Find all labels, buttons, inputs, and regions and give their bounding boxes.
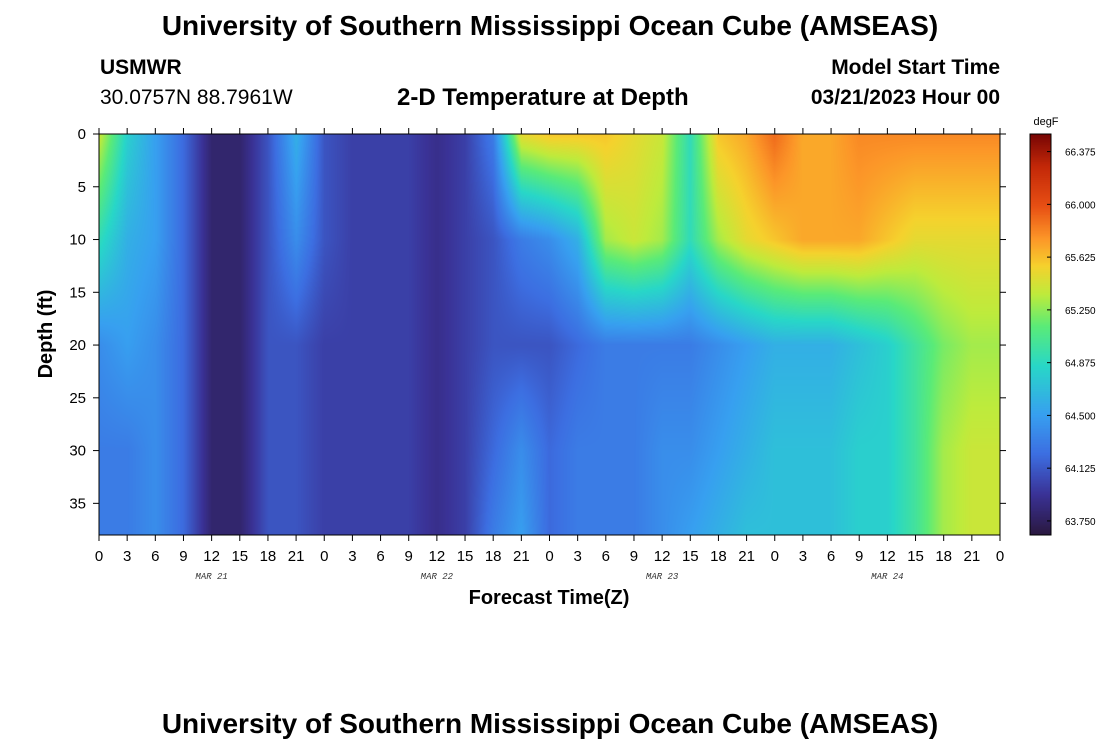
x-tick-label: 3 (799, 548, 807, 565)
x-tick-label: 6 (151, 548, 159, 565)
colorbar-tick-label: 66.375 (1065, 148, 1096, 159)
y-tick-label: 20 (69, 337, 86, 354)
x-tick-label: 18 (935, 548, 952, 565)
footer-title: University of Southern Mississippi Ocean… (161, 708, 939, 739)
x-tick-label: 15 (907, 548, 924, 565)
x-tick-label: 9 (179, 548, 187, 565)
x-axis-title: Forecast Time(Z) (469, 587, 630, 609)
x-tick-label: 15 (457, 548, 474, 565)
colorbar-tick-label: 66.000 (1065, 200, 1096, 211)
colorbar-tick-label: 64.125 (1065, 464, 1096, 475)
x-tick-label: 12 (203, 548, 220, 565)
x-tick-label: 0 (95, 548, 103, 565)
date-label: MAR 24 (871, 572, 903, 582)
colorbar-unit: degF (1033, 116, 1058, 128)
x-tick-label: 3 (123, 548, 131, 565)
x-tick-label: 18 (485, 548, 502, 565)
x-tick-label: 0 (996, 548, 1004, 565)
x-tick-label: 12 (429, 548, 446, 565)
x-tick-label: 18 (710, 548, 727, 565)
x-tick-label: 15 (682, 548, 699, 565)
model-start-time: 03/21/2023 Hour 00 (810, 86, 1000, 109)
x-tick-label: 6 (376, 548, 384, 565)
x-tick-label: 12 (879, 548, 896, 565)
x-tick-label: 21 (738, 548, 755, 565)
main-title: University of Southern Mississippi Ocean… (161, 10, 939, 41)
colorbar-frame (1029, 133, 1052, 536)
x-tick-label: 6 (602, 548, 610, 565)
date-label: MAR 21 (195, 572, 227, 582)
x-tick-label: 21 (964, 548, 981, 565)
x-tick-label: 9 (855, 548, 863, 565)
station-coords: 30.0757N 88.7961W (100, 86, 293, 109)
date-label: MAR 22 (421, 572, 454, 582)
y-tick-label: 30 (69, 443, 86, 460)
x-tick-label: 21 (513, 548, 530, 565)
x-tick-label: 9 (405, 548, 413, 565)
x-tick-label: 0 (545, 548, 553, 565)
x-tick-label: 21 (288, 548, 305, 565)
y-tick-label: 15 (69, 284, 86, 301)
x-tick-label: 3 (573, 548, 581, 565)
x-tick-label: 12 (654, 548, 671, 565)
colorbar-tick-label: 65.625 (1065, 253, 1096, 264)
y-tick-label: 35 (69, 495, 86, 512)
y-tick-label: 10 (69, 232, 86, 249)
chart-subtitle: 2-D Temperature at Depth (397, 84, 689, 111)
colorbar-tick-label: 64.875 (1065, 359, 1096, 370)
model-start-label: Model Start Time (831, 56, 1000, 79)
x-tick-label: 0 (320, 548, 328, 565)
colorbar-tick-label: 63.750 (1065, 517, 1096, 528)
colorbar-tick-label: 64.500 (1065, 411, 1096, 422)
colorbar-gradient (1030, 134, 1051, 535)
colorbar-tick-label: 65.250 (1065, 306, 1096, 317)
x-tick-label: 3 (348, 548, 356, 565)
x-tick-label: 15 (231, 548, 248, 565)
y-tick-label: 5 (78, 179, 86, 196)
x-tick-label: 18 (260, 548, 277, 565)
station-id: USMWR (100, 56, 182, 79)
plot-frame (98, 133, 1001, 536)
temperature-heatmap (99, 134, 1000, 535)
x-tick-label: 0 (771, 548, 779, 565)
date-label: MAR 23 (646, 572, 679, 582)
x-tick-label: 9 (630, 548, 638, 565)
y-axis-title: Depth (ft) (35, 290, 57, 379)
y-tick-label: 0 (78, 126, 86, 143)
y-tick-label: 25 (69, 390, 86, 407)
x-tick-label: 6 (827, 548, 835, 565)
